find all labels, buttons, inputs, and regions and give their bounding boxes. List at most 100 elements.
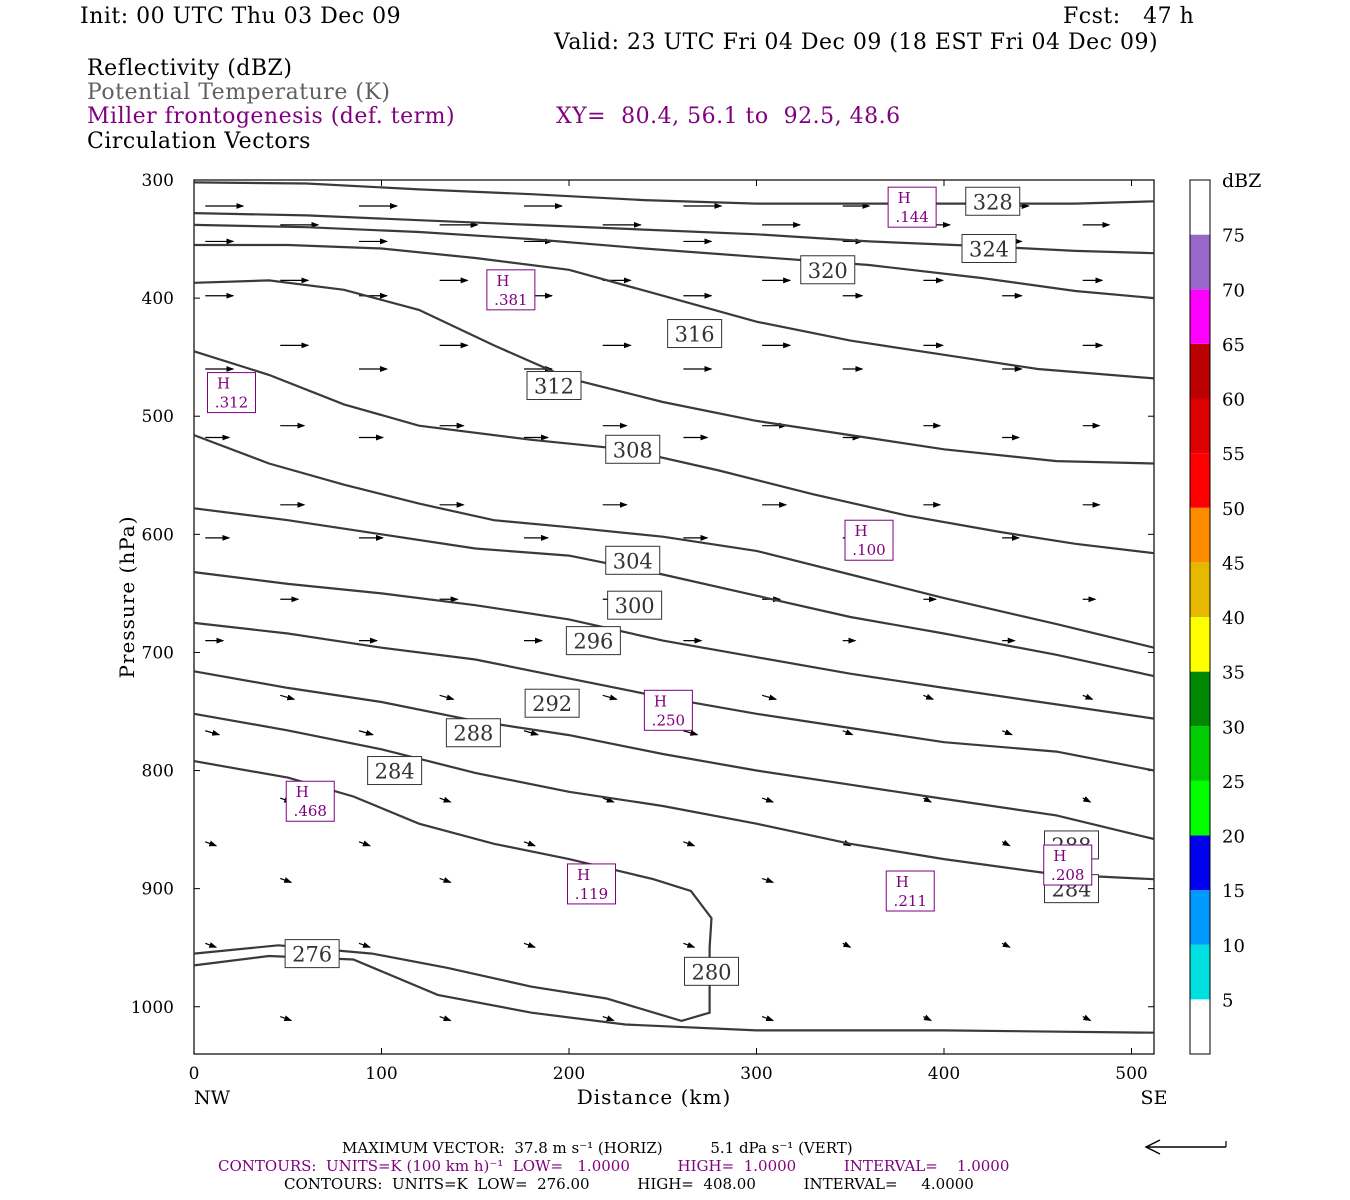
y-tick-label: 400 (142, 289, 174, 309)
theta-contour (193, 571, 1155, 720)
colorbar-segment (1190, 835, 1210, 891)
circulation-vector (1082, 796, 1092, 803)
field-theta: Potential Temperature (K) (87, 80, 391, 105)
circulation-vector (205, 942, 218, 948)
circulation-vector (439, 1015, 452, 1022)
theta-label: 320 (808, 259, 848, 283)
theta-label: 304 (613, 549, 653, 573)
theta-label: 308 (613, 438, 653, 462)
colorbar-label: 60 (1222, 390, 1245, 411)
theta-label-box (667, 319, 723, 349)
circulation-vector (205, 729, 221, 736)
colorbar-segment (1190, 617, 1210, 672)
theta-label-box (607, 590, 663, 620)
theta-contour (193, 507, 1155, 678)
frontogenesis-max-value: .468 (294, 802, 327, 820)
colorbar-label: 30 (1222, 717, 1245, 738)
circulation-vector (358, 840, 371, 847)
frontogenesis-max-value: .100 (852, 541, 885, 559)
theta-label-box (526, 371, 582, 401)
theta-label: 284 (375, 760, 415, 784)
y-axis-title: Pressure (hPa) (115, 516, 139, 679)
theta-label: 316 (675, 323, 715, 347)
colorbar-segment (1190, 343, 1210, 399)
colorbar-label: 75 (1222, 226, 1245, 247)
circulation-vector (602, 796, 615, 803)
x-tick-label: 400 (928, 1064, 960, 1084)
frontogenesis-max-box (567, 863, 616, 905)
colorbar-segment (1190, 726, 1210, 781)
theta-label: 312 (534, 375, 574, 399)
colorbar-segment (1190, 999, 1210, 1054)
y-tick-label: 800 (142, 762, 174, 782)
circulation-vector (523, 942, 536, 948)
theta-label-box (965, 186, 1021, 216)
frontogenesis-max-box (643, 689, 693, 731)
y-tick-label: 500 (142, 407, 174, 427)
colorbar-segment (1190, 234, 1210, 290)
colorbar-segment (1190, 671, 1210, 727)
field-reflectivity: Reflectivity (dBZ) (87, 56, 293, 81)
colorbar-label: 15 (1222, 881, 1245, 902)
circulation-vector (842, 729, 854, 736)
circulation-vector (842, 941, 852, 948)
field-frontogenesis: Miller frontogenesis (def. term) (87, 104, 456, 129)
theta-label: 280 (691, 960, 731, 984)
reference-vector-head (1144, 1139, 1161, 1155)
circulation-vector (761, 796, 775, 803)
frontogenesis-max-box (844, 519, 894, 561)
theta-contour (193, 670, 1155, 841)
theta-label-box (800, 255, 856, 285)
colorbar-frame (1189, 179, 1211, 1055)
frontogenesis-max-value: .250 (652, 711, 685, 729)
circulation-vector (280, 694, 296, 701)
theta-label-box (565, 626, 621, 656)
frontogenesis-max-value: .312 (215, 394, 248, 412)
x-tick-label: 300 (740, 1064, 772, 1084)
frontogenesis-max-h: H (654, 692, 667, 710)
theta-label-box (445, 718, 501, 748)
circulation-vector (523, 840, 536, 847)
circulation-vector (280, 877, 293, 883)
theta-label: 300 (615, 594, 655, 618)
colorbar-label: 50 (1222, 499, 1245, 520)
colorbar-label: 5 (1222, 990, 1233, 1011)
frontogenesis-max-box (486, 269, 536, 311)
circulation-vector (358, 942, 371, 948)
x-end-label-nw: NW (194, 1087, 231, 1109)
y-tick-label: 300 (142, 171, 174, 191)
circulation-vector (358, 729, 374, 736)
x-tick-label: 100 (365, 1064, 397, 1084)
theta-label: 296 (573, 630, 613, 654)
circulation-vector (205, 840, 218, 847)
circulation-vector (523, 729, 539, 736)
colorbar-segment (1190, 507, 1210, 563)
frontogenesis-max-h: H (296, 783, 309, 801)
circulation-vector (923, 1014, 932, 1022)
circulation-vector (1001, 729, 1013, 736)
theta-label: 292 (532, 692, 572, 716)
theta-label: 324 (969, 238, 1009, 262)
theta-contour (193, 712, 1155, 881)
colorbar-segment (1190, 780, 1210, 836)
theta-label: 288 (453, 722, 493, 746)
colorbar-segment (1190, 289, 1210, 344)
contours-theta-info: CONTOURS: UNITS=K LOW= 276.00 HIGH= 408.… (284, 1175, 974, 1193)
frontogenesis-max-h: H (577, 866, 590, 884)
frontogenesis-max-h: H (896, 873, 909, 891)
x-tick-label: 500 (1115, 1064, 1147, 1084)
frontogenesis-max-value: .211 (894, 892, 927, 910)
circulation-vector (1001, 839, 1011, 847)
colorbar-segment (1190, 398, 1210, 454)
field-vectors: Circulation Vectors (87, 129, 311, 154)
frontogenesis-max-h: H (898, 189, 911, 207)
colorbar-label: 20 (1222, 827, 1245, 848)
frontogenesis-max-box (885, 870, 935, 912)
theta-label-box (524, 688, 580, 718)
theta-contour (193, 181, 1155, 205)
colorbar-segment (1190, 562, 1210, 617)
theta-label-box (961, 234, 1017, 264)
theta-label-box (284, 939, 340, 969)
colorbar-title: dBZ (1222, 170, 1261, 192)
